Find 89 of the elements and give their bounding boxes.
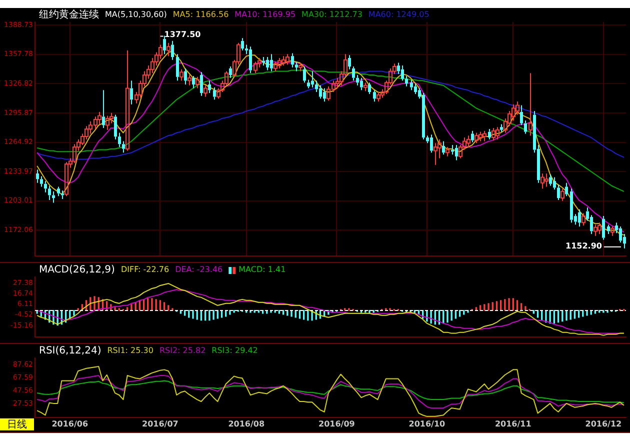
candlestick	[106, 115, 110, 130]
candlestick	[266, 56, 269, 71]
candlestick	[520, 104, 523, 126]
candlestick	[430, 134, 433, 154]
candlestick	[36, 169, 39, 184]
candlestick	[126, 50, 130, 152]
candlestick	[130, 80, 133, 105]
candlestick	[500, 124, 503, 132]
text: MA30: 1212.73	[302, 10, 362, 20]
candlestick	[405, 75, 408, 87]
candlestick	[434, 142, 438, 166]
candlestick	[48, 185, 51, 200]
candlestick	[229, 66, 232, 78]
candlestick	[619, 226, 622, 244]
candlestick	[200, 72, 203, 96]
candlestick	[241, 38, 244, 51]
x-tick-label: 2016/09	[318, 419, 356, 428]
candlestick	[528, 72, 532, 136]
candlestick	[184, 68, 187, 85]
candlestick	[102, 90, 105, 129]
annotation: 1152.90	[566, 241, 602, 250]
candlestick	[442, 140, 445, 156]
x-tick-label: 2016/08	[228, 419, 265, 428]
candlestick	[52, 190, 55, 204]
candlestick	[578, 208, 581, 227]
candlestick	[163, 35, 166, 55]
candlestick	[557, 184, 560, 200]
x-tick-label: 2016/12	[585, 419, 622, 428]
candlestick	[524, 120, 527, 134]
candlestick	[455, 144, 458, 161]
candlestick	[544, 172, 548, 188]
candlestick	[315, 80, 318, 93]
candlestick	[192, 75, 195, 89]
candlestick	[570, 188, 573, 224]
x-tick-label: 2016/10	[408, 419, 446, 428]
candlestick	[488, 128, 491, 140]
candlestick	[319, 84, 322, 100]
text: MA60: 1249.05	[368, 10, 430, 20]
chart-title: 纽约黄金连续	[39, 8, 99, 21]
text: MA5: 1166.56	[172, 10, 229, 20]
text: 日线	[7, 418, 27, 430]
candlestick	[549, 174, 552, 186]
candlestick	[118, 132, 121, 148]
x-tick-label: 2016/11	[494, 419, 532, 428]
candlestick	[401, 65, 404, 82]
chart-subtitle: MA(5,10,30,60)	[105, 10, 167, 20]
chart-title: MACD(26,12,9)	[39, 264, 116, 276]
candlestick	[422, 92, 425, 140]
text: RSI3: 29.42	[212, 346, 258, 356]
candlestick	[466, 135, 470, 148]
candlestick	[171, 40, 174, 60]
x-tick-label: 2016/06	[52, 419, 88, 428]
candlestick	[166, 42, 170, 57]
candlestick	[397, 62, 400, 75]
candlestick	[57, 186, 60, 197]
candlestick	[414, 83, 417, 94]
candlestick	[323, 88, 326, 102]
x-tick-label: 2016/07	[142, 419, 178, 428]
text: RSI2: 25.82	[159, 346, 206, 356]
candlestick	[352, 66, 355, 82]
candlestick	[176, 54, 179, 82]
legend-label: MACD: 1.41	[238, 265, 286, 274]
candlestick	[590, 214, 593, 235]
candlestick	[594, 224, 598, 236]
candlestick	[607, 224, 610, 235]
series-label: DIFF: -22.76	[120, 265, 170, 274]
candlestick	[44, 180, 47, 193]
candlestick	[291, 52, 294, 68]
chart-title: RSI(6,12,24)	[39, 346, 102, 357]
candlestick	[348, 54, 351, 70]
candlestick	[249, 46, 252, 74]
series-label: DEA: -23.46	[175, 265, 223, 274]
candlestick	[356, 74, 359, 86]
candlestick	[373, 90, 376, 102]
candlestick	[307, 79, 310, 89]
candlestick	[303, 66, 306, 84]
candlestick	[368, 82, 371, 94]
candlestick	[270, 54, 273, 72]
candlestick	[602, 216, 605, 240]
candlestick	[188, 74, 192, 86]
candlestick	[208, 80, 211, 94]
candlestick	[410, 79, 413, 91]
candlestick	[540, 172, 544, 190]
candlestick	[553, 176, 556, 190]
candlestick	[114, 114, 117, 140]
annotation: 1377.50	[164, 30, 202, 39]
candlestick	[311, 70, 314, 88]
series-label: RSI1: 25.30	[107, 346, 154, 356]
text: MA10: 1169.95	[234, 10, 296, 20]
